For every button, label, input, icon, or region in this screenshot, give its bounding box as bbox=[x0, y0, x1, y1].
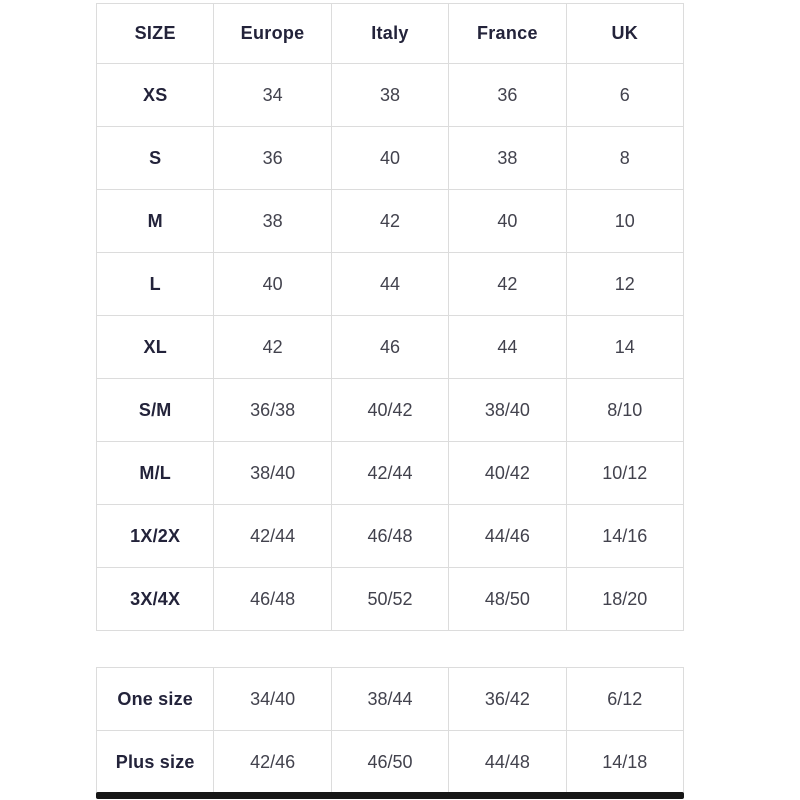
size-table-header: SIZE Europe Italy France UK bbox=[95, 3, 685, 64]
one-size-table-body: One size 34/40 38/44 36/42 6/12 Plus size 42/4… bbox=[95, 667, 685, 794]
table-row: M 38 42 40 10 bbox=[95, 189, 685, 253]
size-table-body: XS 34 38 36 6 S 36 40 38 8 M 38 42 40 10 L 40 44 42 12 XL 42 4… bbox=[95, 63, 685, 631]
value-cell: 34/40 bbox=[213, 667, 332, 731]
value-cell: 38/40 bbox=[213, 441, 332, 505]
table-row: L 40 44 42 12 bbox=[95, 252, 685, 316]
value-cell: 34 bbox=[213, 63, 332, 127]
value-cell: 8 bbox=[565, 126, 685, 190]
size-label-cell: M bbox=[95, 189, 215, 253]
value-cell: 40 bbox=[213, 252, 332, 316]
size-label-cell: 3X/4X bbox=[95, 567, 215, 631]
value-cell: 18/20 bbox=[565, 567, 685, 631]
value-cell: 46/48 bbox=[213, 567, 332, 631]
column-header: UK bbox=[565, 3, 685, 64]
value-cell: 38 bbox=[448, 126, 567, 190]
size-conversion-table-wrap: SIZE Europe Italy France UK XS 34 38 36 6 S 36 40 38… bbox=[95, 3, 685, 631]
table-row: 1X/2X 42/44 46/48 44/46 14/16 bbox=[95, 504, 685, 568]
size-label-cell: S bbox=[95, 126, 215, 190]
value-cell: 40 bbox=[330, 126, 450, 190]
size-label-cell: M/L bbox=[95, 441, 215, 505]
size-conversion-table: SIZE Europe Italy France UK XS 34 38 36 6 S 36 40 38… bbox=[95, 3, 685, 631]
value-cell: 46/50 bbox=[330, 730, 450, 794]
one-size-plus-size-table: One size 34/40 38/44 36/42 6/12 Plus size 42/4… bbox=[95, 667, 685, 794]
value-cell: 14/18 bbox=[565, 730, 685, 794]
size-label-cell: 1X/2X bbox=[95, 504, 215, 568]
table-row: 3X/4X 46/48 50/52 48/50 18/20 bbox=[95, 567, 685, 631]
value-cell: 42 bbox=[213, 315, 332, 379]
value-cell: 10 bbox=[565, 189, 685, 253]
column-header: Italy bbox=[330, 3, 450, 64]
value-cell: 36 bbox=[213, 126, 332, 190]
value-cell: 8/10 bbox=[565, 378, 685, 442]
size-label-cell: L bbox=[95, 252, 215, 316]
table-row: S/M 36/38 40/42 38/40 8/10 bbox=[95, 378, 685, 442]
size-label-cell: XL bbox=[95, 315, 215, 379]
value-cell: 44 bbox=[448, 315, 567, 379]
value-cell: 42/46 bbox=[213, 730, 332, 794]
value-cell: 46/48 bbox=[330, 504, 450, 568]
value-cell: 42 bbox=[330, 189, 450, 253]
value-cell: 44/48 bbox=[448, 730, 567, 794]
horizontal-scrollbar[interactable] bbox=[96, 792, 684, 799]
value-cell: 46 bbox=[330, 315, 450, 379]
value-cell: 38/40 bbox=[448, 378, 567, 442]
value-cell: 42 bbox=[448, 252, 567, 316]
table-row: XS 34 38 36 6 bbox=[95, 63, 685, 127]
value-cell: 40/42 bbox=[330, 378, 450, 442]
value-cell: 36/38 bbox=[213, 378, 332, 442]
one-size-table-wrap: One size 34/40 38/44 36/42 6/12 Plus size 42/4… bbox=[95, 667, 685, 794]
value-cell: 44/46 bbox=[448, 504, 567, 568]
value-cell: 14 bbox=[565, 315, 685, 379]
table-row: Plus size 42/46 46/50 44/48 14/18 bbox=[95, 730, 685, 794]
value-cell: 36 bbox=[448, 63, 567, 127]
table-row: M/L 38/40 42/44 40/42 10/12 bbox=[95, 441, 685, 505]
column-header: Europe bbox=[213, 3, 332, 64]
value-cell: 38 bbox=[213, 189, 332, 253]
value-cell: 40/42 bbox=[448, 441, 567, 505]
value-cell: 50/52 bbox=[330, 567, 450, 631]
size-label-cell: S/M bbox=[95, 378, 215, 442]
value-cell: 44 bbox=[330, 252, 450, 316]
value-cell: 40 bbox=[448, 189, 567, 253]
header-row: SIZE Europe Italy France UK bbox=[95, 3, 685, 64]
size-label-cell: One size bbox=[95, 667, 215, 731]
value-cell: 6 bbox=[565, 63, 685, 127]
column-header: France bbox=[448, 3, 567, 64]
value-cell: 42/44 bbox=[213, 504, 332, 568]
value-cell: 6/12 bbox=[565, 667, 685, 731]
size-label-cell: XS bbox=[95, 63, 215, 127]
value-cell: 48/50 bbox=[448, 567, 567, 631]
table-row: One size 34/40 38/44 36/42 6/12 bbox=[95, 667, 685, 731]
table-row: S 36 40 38 8 bbox=[95, 126, 685, 190]
value-cell: 38/44 bbox=[330, 667, 450, 731]
value-cell: 38 bbox=[330, 63, 450, 127]
table-row: XL 42 46 44 14 bbox=[95, 315, 685, 379]
value-cell: 36/42 bbox=[448, 667, 567, 731]
column-header: SIZE bbox=[95, 3, 215, 64]
value-cell: 14/16 bbox=[565, 504, 685, 568]
value-cell: 12 bbox=[565, 252, 685, 316]
value-cell: 42/44 bbox=[330, 441, 450, 505]
size-label-cell: Plus size bbox=[95, 730, 215, 794]
value-cell: 10/12 bbox=[565, 441, 685, 505]
